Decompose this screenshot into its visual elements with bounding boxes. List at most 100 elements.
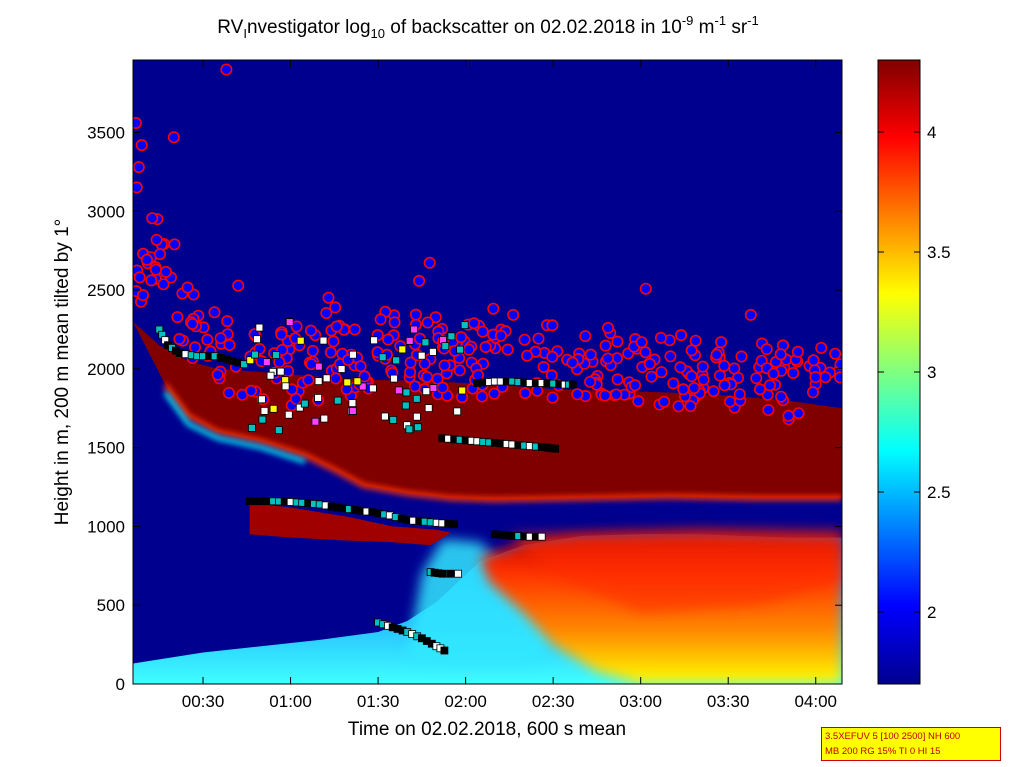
cluster-marker — [314, 393, 323, 402]
top-marker — [329, 301, 342, 314]
cluster-marker — [429, 384, 438, 392]
cluster-marker — [390, 374, 398, 383]
top-marker — [834, 371, 842, 384]
top-marker — [189, 341, 202, 354]
cluster-marker — [428, 347, 437, 356]
top-marker — [546, 350, 559, 363]
top-marker — [750, 372, 763, 385]
cluster-marker — [276, 367, 285, 376]
top-marker — [674, 361, 687, 374]
top-marker — [413, 274, 426, 287]
top-marker — [685, 344, 698, 357]
cluster-marker — [257, 395, 266, 404]
top-marker — [815, 341, 828, 354]
cluster-marker — [370, 336, 379, 345]
top-marker — [684, 400, 697, 413]
x-tick-label: 02:30 — [532, 692, 575, 711]
top-marker — [133, 161, 145, 174]
top-marker — [167, 131, 180, 144]
top-marker — [611, 373, 624, 386]
y-axis-label: Height in m, 200 m mean tilted by 1° — [52, 219, 73, 525]
top-marker — [214, 332, 227, 345]
colorbar-tick-label: 3.5 — [927, 243, 951, 262]
cloud-base-marker — [438, 569, 447, 578]
top-marker — [436, 381, 449, 394]
cluster-marker — [295, 403, 304, 412]
cluster-marker — [247, 423, 256, 432]
top-marker — [201, 333, 214, 346]
top-marker — [767, 367, 780, 380]
top-marker — [327, 335, 340, 348]
cluster-marker — [281, 382, 290, 391]
x-axis: 00:30 01:00 01:30 02:00 02:30 03:00 03:30 04:00 — [182, 60, 837, 711]
cluster-marker — [314, 362, 323, 371]
top-marker — [186, 317, 199, 330]
cluster-marker — [405, 336, 414, 345]
y-tick-label: 0 — [116, 675, 125, 694]
x-tick-label: 00:30 — [182, 692, 225, 711]
top-marker — [610, 388, 623, 401]
top-marker — [409, 308, 422, 321]
top-marker — [611, 335, 624, 348]
cluster-marker — [266, 371, 275, 380]
top-marker — [421, 316, 434, 329]
top-marker — [807, 354, 820, 367]
top-marker — [137, 289, 150, 302]
top-marker — [532, 332, 545, 345]
x-tick-label: 02:00 — [444, 692, 487, 711]
cluster-marker — [456, 345, 465, 354]
top-marker — [639, 346, 652, 359]
cluster-marker — [343, 378, 352, 387]
top-marker — [453, 364, 466, 377]
top-marker — [223, 338, 236, 351]
top-marker — [667, 377, 680, 390]
top-marker — [171, 311, 184, 324]
cluster-marker — [262, 358, 271, 367]
top-marker — [689, 334, 702, 347]
cluster-marker — [441, 342, 450, 351]
cluster-marker — [402, 388, 411, 397]
cluster-marker — [458, 386, 467, 395]
top-marker — [601, 352, 614, 365]
top-marker — [149, 263, 162, 276]
cluster-marker — [447, 332, 456, 341]
top-marker — [571, 388, 584, 401]
top-marker — [664, 350, 677, 363]
top-marker — [290, 320, 303, 333]
particle-top-markers — [133, 63, 842, 426]
cluster-marker — [368, 384, 377, 393]
top-marker — [133, 181, 143, 194]
cluster-marker — [353, 377, 362, 386]
cluster-marker — [410, 325, 418, 334]
colorbar-axis: 2 2.5 3 3.5 4 — [878, 123, 951, 622]
top-marker — [787, 366, 800, 379]
top-marker — [791, 345, 804, 358]
cluster-marker — [358, 382, 367, 391]
top-marker — [476, 325, 489, 338]
cluster-marker — [348, 399, 357, 408]
top-marker — [348, 323, 361, 336]
top-marker — [404, 356, 417, 369]
top-marker — [806, 386, 819, 399]
cluster-marker — [412, 412, 421, 421]
top-marker — [658, 395, 671, 408]
y-axis: 0 500 1000 1500 2000 2500 3000 3500 — [87, 123, 842, 694]
cluster-marker — [284, 410, 293, 419]
top-marker — [579, 330, 592, 343]
top-marker — [723, 395, 736, 408]
cloud-base-marker — [450, 520, 459, 529]
colorbar-tick-label: 3 — [927, 363, 936, 382]
top-marker — [546, 391, 559, 404]
chart-title: RVInvestigator log10 of backscatter on 0… — [217, 13, 758, 41]
cloud-layer — [133, 321, 842, 500]
cluster-marker — [300, 399, 309, 408]
cluster-marker — [417, 351, 426, 360]
top-marker — [423, 256, 436, 269]
cluster-marker — [348, 406, 357, 415]
top-marker — [507, 308, 520, 321]
top-marker — [488, 387, 501, 400]
top-marker — [181, 281, 194, 294]
cluster-marker — [378, 353, 387, 362]
cluster-marker — [258, 415, 267, 424]
top-marker — [655, 366, 668, 379]
